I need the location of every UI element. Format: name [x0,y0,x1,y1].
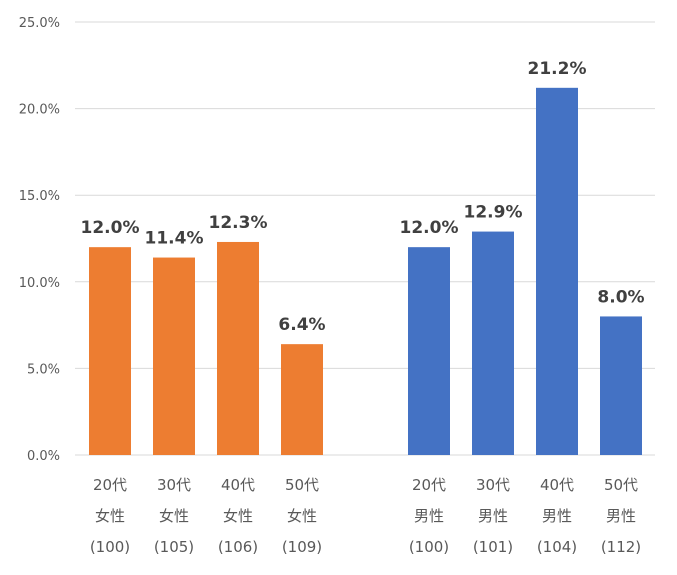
category-label: (112) [601,538,641,556]
category-label: 30代 [157,476,191,494]
data-label: 21.2% [528,59,587,79]
data-label: 8.0% [597,287,644,307]
category-label: (109) [282,538,322,556]
bar [281,344,323,455]
category-label: 40代 [540,476,574,494]
y-tick-label: 20.0% [19,103,60,118]
data-label: 12.9% [464,203,523,223]
category-label: 20代 [93,476,127,494]
y-tick-label: 10.0% [19,276,60,291]
category-label: (105) [154,538,194,556]
data-label: 12.3% [209,213,268,233]
bar [536,87,578,455]
category-label: 50代 [285,476,319,494]
category-label: (101) [473,538,513,556]
category-label: 20代 [412,476,446,494]
category-label: 50代 [604,476,638,494]
category-label: 30代 [476,476,510,494]
category-label: 男性 [542,507,572,525]
bar [472,231,514,455]
category-label: (100) [90,538,130,556]
category-label: (100) [409,538,449,556]
y-tick-label: 0.0% [27,449,60,464]
category-label: 男性 [414,507,444,525]
bar [408,247,450,455]
category-label: (106) [218,538,258,556]
bar [153,257,195,455]
bars [89,87,642,455]
y-tick-label: 25.0% [19,16,60,31]
bar [600,316,642,455]
data-labels: 12.0%11.4%12.3%6.4%12.0%12.9%21.2%8.0% [81,59,645,335]
category-label: 女性 [223,507,253,525]
y-tick-label: 15.0% [19,189,60,204]
category-label: 女性 [95,507,125,525]
data-label: 6.4% [278,315,325,335]
data-label: 12.0% [81,218,140,238]
y-tick-label: 5.0% [27,362,60,377]
category-label: 男性 [606,507,636,525]
category-label: 40代 [221,476,255,494]
bar [217,241,259,455]
y-axis: 0.0% 5.0% 10.0% 15.0% 20.0% 25.0% [19,16,60,464]
data-label: 11.4% [145,229,204,249]
data-label: 12.0% [400,218,459,238]
category-label: 女性 [159,507,189,525]
category-label: 男性 [478,507,508,525]
category-label: 女性 [287,507,317,525]
category-label: (104) [537,538,577,556]
bar [89,247,131,455]
